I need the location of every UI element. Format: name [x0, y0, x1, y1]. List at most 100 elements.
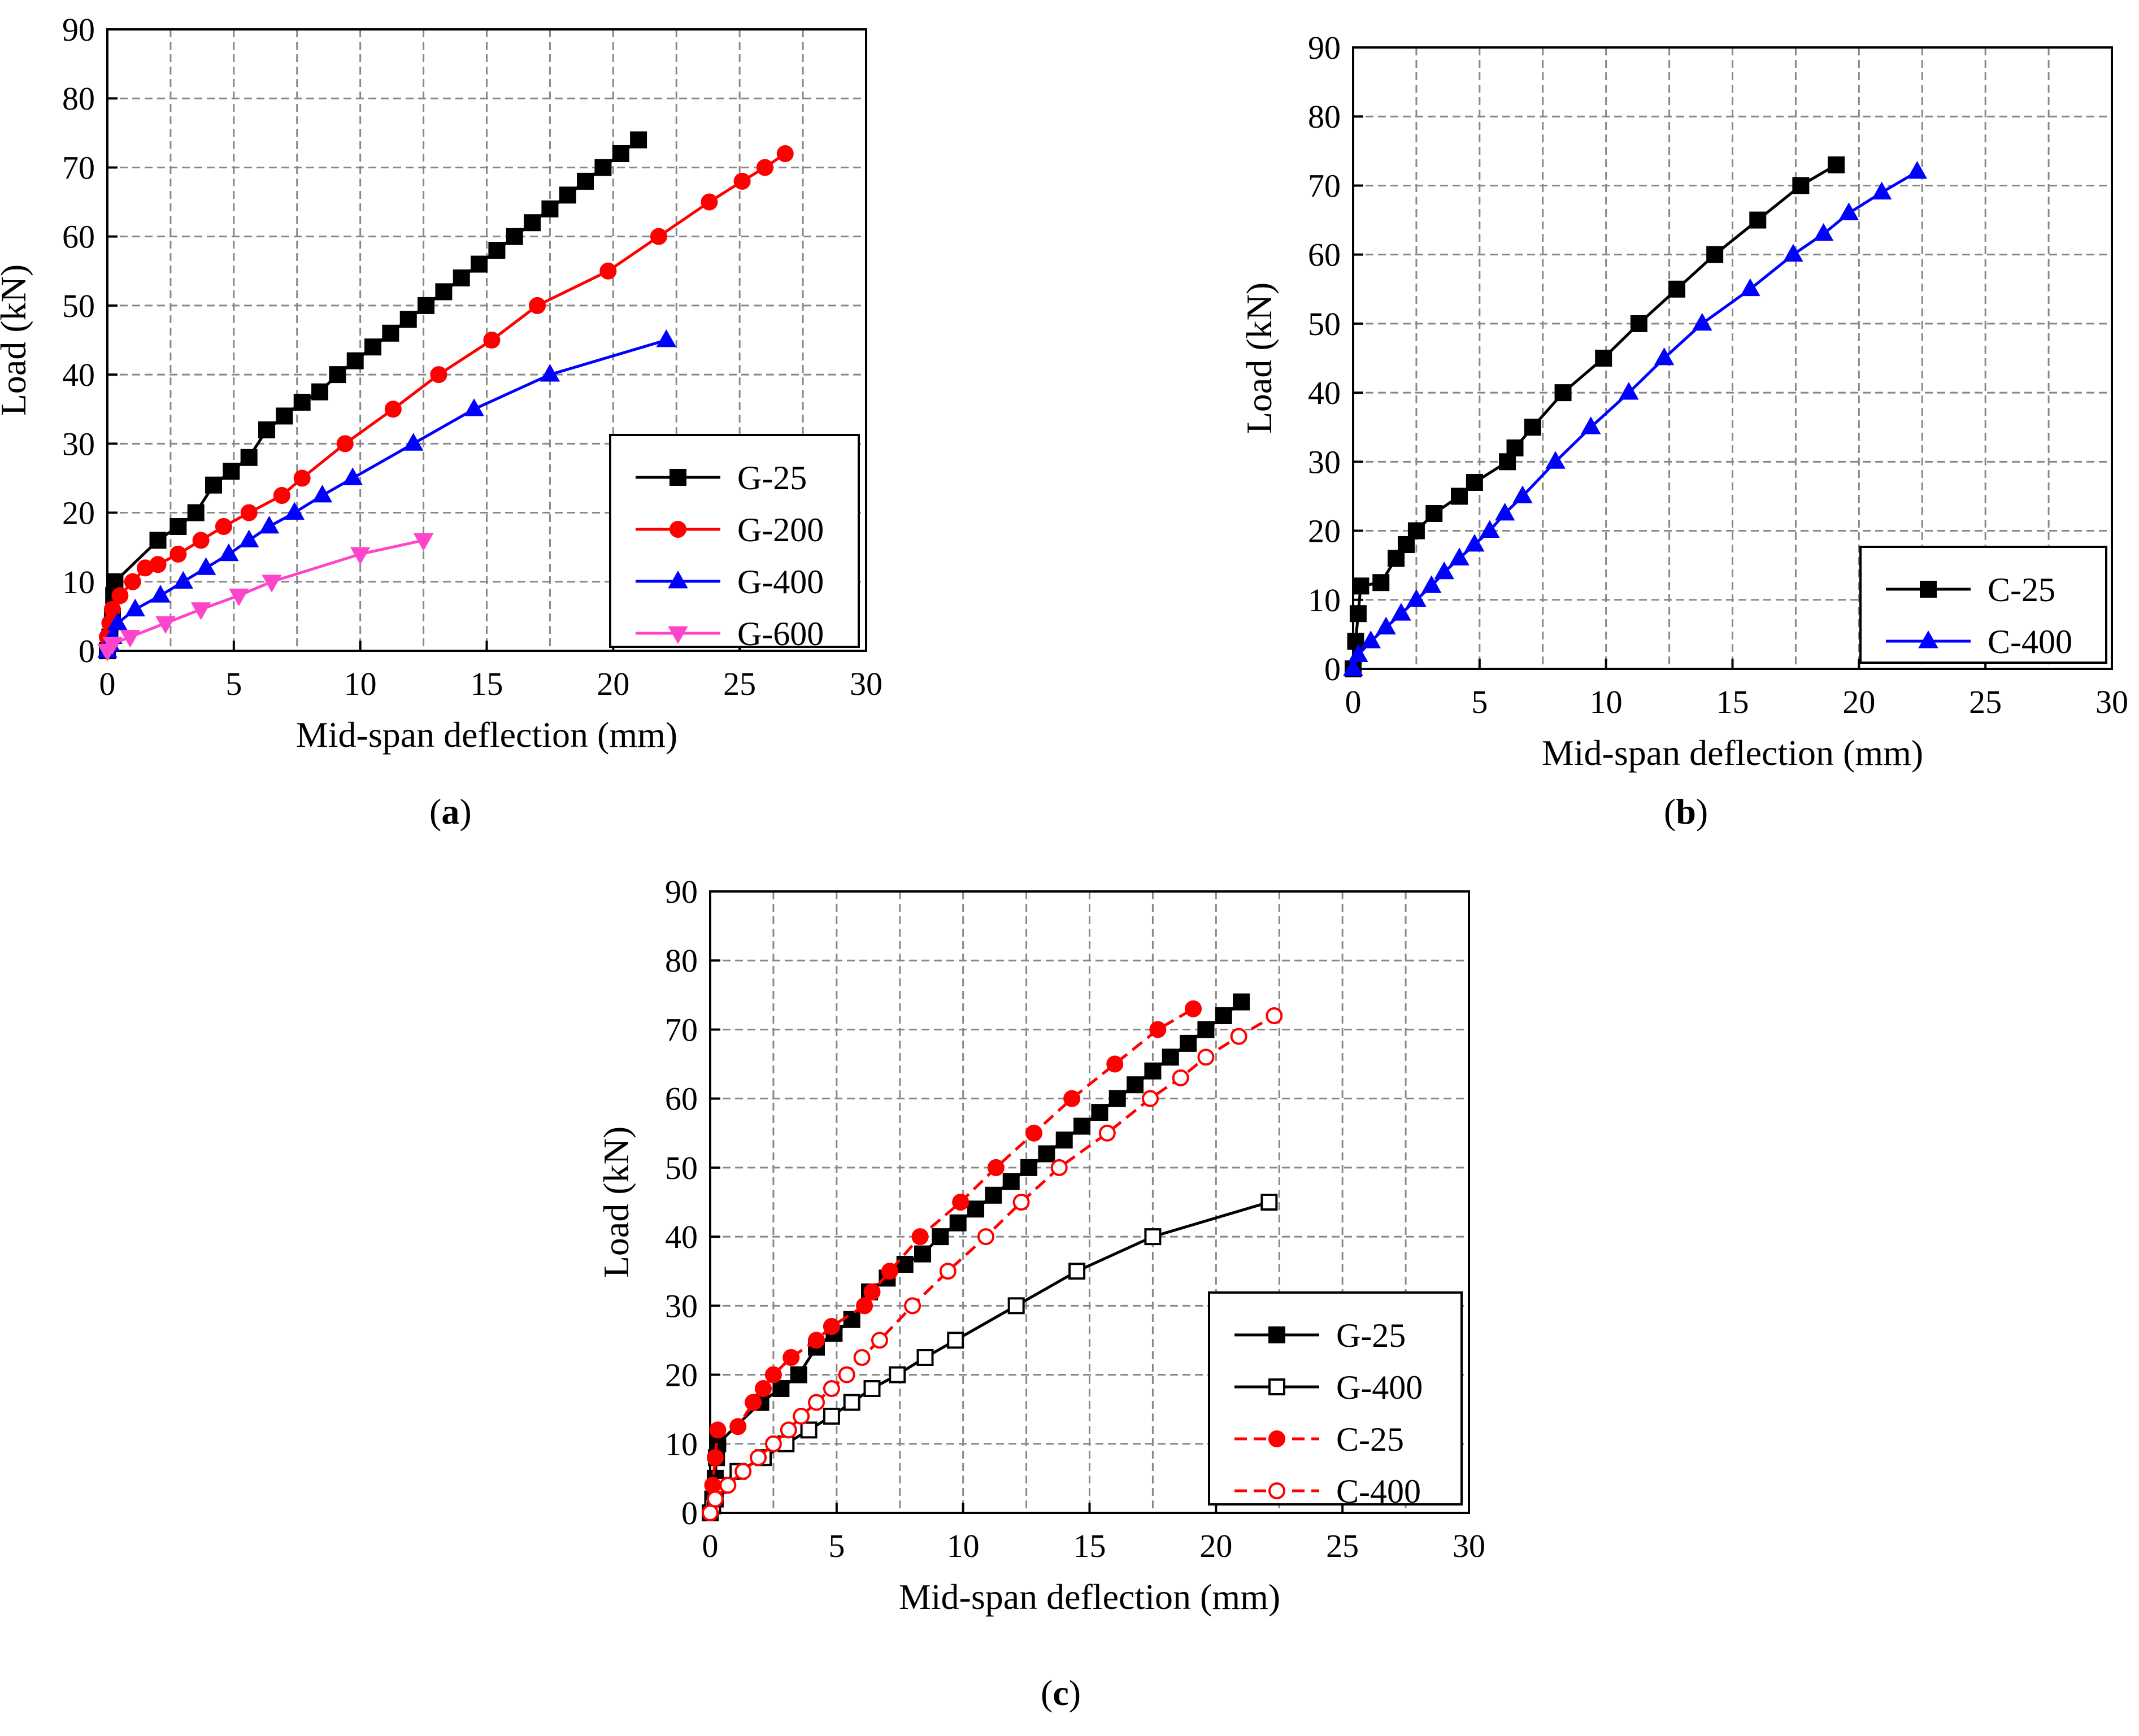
data-point-b-c-25 [1388, 550, 1405, 567]
data-point-c-c-25 [856, 1297, 873, 1315]
data-point-a-g-25 [435, 283, 453, 301]
data-point-a-g-400 [195, 557, 216, 575]
data-point-c-c-25 [782, 1349, 800, 1366]
data-point-c-c-400 [719, 1477, 737, 1494]
data-point-a-g-200 [756, 159, 773, 176]
y-tick-label-a: 30 [62, 425, 95, 462]
y-tick-label-a: 90 [62, 11, 95, 48]
x-tick-label-a: 30 [850, 665, 882, 702]
data-point-a-g-25 [594, 159, 612, 176]
x-tick-label-a: 25 [723, 665, 756, 702]
y-tick-label-a: 10 [62, 564, 95, 601]
data-point-b-c-400 [1871, 181, 1892, 200]
data-point-a-g-25 [329, 366, 346, 384]
y-tick-label-c: 10 [665, 1426, 698, 1463]
data-point-a-g-200 [169, 545, 187, 563]
data-point-a-g-200 [273, 487, 290, 504]
data-point-c-c-25 [863, 1283, 881, 1300]
data-point-b-c-400 [1512, 485, 1533, 503]
data-point-c-g-25 [896, 1256, 914, 1273]
caption-a-letter: a [441, 791, 460, 832]
data-point-c-g-400 [1068, 1263, 1086, 1280]
y-tick-label-c: 70 [665, 1011, 698, 1048]
y-tick-label-a: 0 [79, 633, 95, 669]
y-tick-label-c: 80 [665, 942, 698, 979]
data-point-b-c-25 [1398, 536, 1415, 553]
data-point-c-c-25 [729, 1418, 747, 1435]
data-point-c-g-25 [1091, 1104, 1108, 1121]
legend-marker-c-c-400 [1268, 1482, 1285, 1499]
data-point-b-c-400 [1907, 160, 1928, 179]
data-point-b-c-25 [1425, 505, 1443, 522]
data-point-b-c-400 [1434, 561, 1454, 580]
data-point-a-g-200 [293, 469, 311, 487]
data-point-a-g-25 [471, 255, 488, 273]
data-point-a-g-400 [238, 529, 259, 547]
legend-label-a-g-200: G-200 [737, 511, 824, 549]
data-point-c-c-400 [750, 1449, 767, 1467]
data-point-c-g-25 [1073, 1117, 1091, 1135]
data-point-a-g-25 [240, 449, 258, 466]
data-point-a-g-400 [403, 433, 424, 451]
data-point-a-g-400 [540, 364, 560, 382]
data-point-b-c-400 [1783, 243, 1803, 262]
data-point-a-g-400 [219, 543, 239, 562]
y-tick-label-b: 80 [1308, 98, 1341, 135]
grid-a [107, 29, 866, 651]
series-line-c-c-25 [708, 1007, 1194, 1513]
data-point-b-c-400 [1343, 658, 1363, 676]
data-point-c-g-25 [967, 1200, 985, 1218]
data-point-a-g-200 [599, 262, 617, 280]
data-point-b-c-25 [1706, 246, 1724, 263]
caption-b: (b) [1664, 791, 1708, 832]
x-axis-label-a: Mid-span deflection (mm) [296, 715, 677, 755]
y-tick-label-a: 20 [62, 495, 95, 532]
data-point-c-c-400 [904, 1297, 921, 1315]
x-tick-label-b: 25 [1969, 684, 2002, 720]
data-point-c-c-25 [881, 1263, 898, 1280]
x-tick-label-a: 20 [597, 665, 629, 702]
data-point-b-c-25 [1630, 315, 1647, 332]
data-point-a-g-200 [701, 193, 718, 211]
data-point-c-c-400 [1172, 1069, 1189, 1086]
y-tick-label-a: 50 [62, 288, 95, 324]
data-point-a-g-25 [506, 228, 523, 245]
caption-c-letter: c [1053, 1673, 1069, 1713]
data-point-b-c-25 [1792, 177, 1810, 194]
data-point-a-g-400 [150, 585, 171, 603]
legend-label-c-g-25: G-25 [1336, 1317, 1406, 1354]
data-point-a-g-25 [399, 311, 417, 328]
data-point-c-g-25 [932, 1228, 949, 1246]
data-point-b-c-400 [1813, 223, 1834, 241]
legend-marker-c-g-25 [1268, 1326, 1285, 1343]
data-point-b-c-25 [1347, 633, 1364, 650]
data-point-b-c-25 [1506, 439, 1524, 456]
data-point-c-c-25 [764, 1366, 782, 1383]
x-tick-label-c: 15 [1073, 1528, 1106, 1564]
data-point-a-g-25 [453, 269, 470, 286]
data-point-a-g-400 [464, 398, 484, 416]
data-point-c-c-400 [1141, 1090, 1159, 1107]
data-point-c-c-25 [1149, 1021, 1167, 1038]
data-point-c-g-400 [823, 1407, 840, 1425]
data-point-b-c-25 [1595, 350, 1612, 367]
data-point-c-c-400 [1230, 1028, 1247, 1045]
legend-box-b [1859, 546, 2107, 664]
data-point-c-g-25 [1197, 1021, 1215, 1038]
series-a-g-600 [97, 533, 434, 662]
data-point-c-c-400 [702, 1504, 719, 1521]
x-tick-label-a: 10 [344, 665, 377, 702]
data-point-a-g-200 [149, 556, 167, 573]
data-point-a-g-400 [342, 467, 363, 485]
series-line-a-g-400 [106, 338, 667, 651]
caption-b-letter: b [1676, 791, 1696, 832]
legend-label-c-g-400: G-400 [1336, 1369, 1423, 1406]
series-line-c-c-400 [708, 1014, 1275, 1513]
y-tick-label-a: 70 [62, 149, 95, 186]
data-point-c-c-25 [706, 1449, 724, 1467]
data-point-a-g-200 [529, 297, 546, 314]
y-tick-label-a: 80 [62, 80, 95, 117]
data-point-a-g-600 [262, 575, 282, 593]
data-point-a-g-400 [173, 571, 194, 589]
y-tick-label-b: 70 [1308, 167, 1341, 204]
